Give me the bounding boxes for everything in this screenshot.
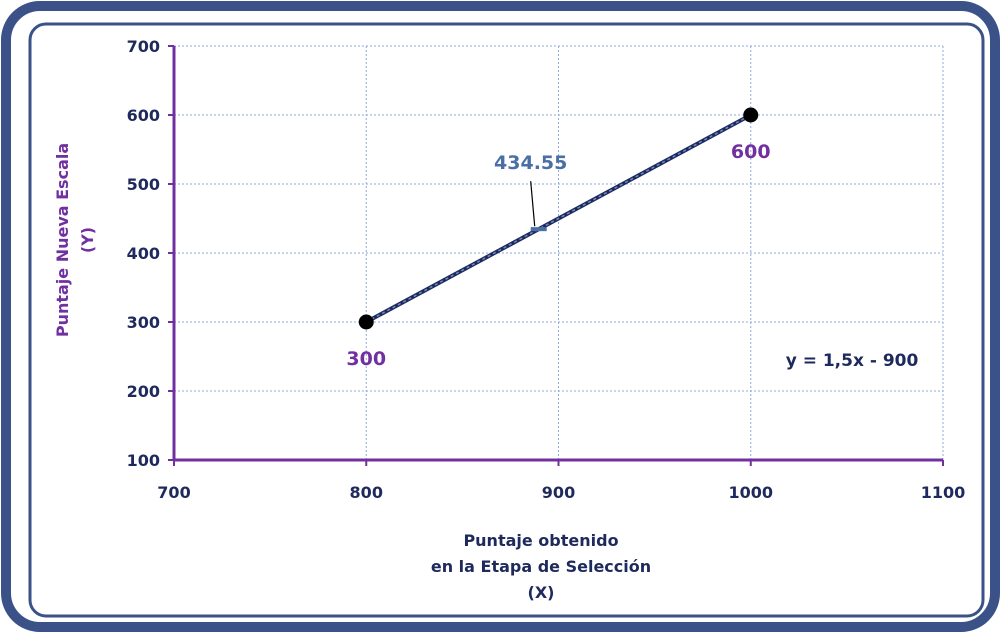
- equation-label: y = 1,5x - 900: [786, 351, 919, 371]
- y-tick-label: 300: [127, 313, 160, 332]
- x-tick-label: 800: [350, 483, 383, 502]
- data-point-label: 300: [346, 348, 386, 370]
- y-axis-title-line-1: Puntaje Nueva Escala: [53, 143, 72, 337]
- y-tick-label: 500: [127, 175, 160, 194]
- x-axis-title-line-1: Puntaje obtenido: [463, 531, 618, 550]
- y-tick-label: 100: [127, 451, 160, 470]
- gridlines: [174, 45, 944, 460]
- y-tick-label: 200: [127, 382, 160, 401]
- x-tick-label: 1100: [921, 483, 966, 502]
- y-axis-title: Puntaje Nueva Escala (Y): [53, 143, 97, 337]
- x-tick-label: 700: [157, 483, 190, 502]
- inner-frame: [28, 22, 985, 618]
- x-tick-label: 1000: [728, 483, 773, 502]
- data-point: [743, 107, 759, 123]
- data-point: [358, 314, 374, 330]
- x-tick-label: 900: [542, 483, 575, 502]
- y-tick-label: 400: [127, 244, 160, 263]
- series-line-dotted: [365, 114, 752, 323]
- x-axis-title-line-3: (X): [528, 583, 555, 602]
- y-tick-label: 700: [127, 37, 160, 56]
- data-series: 300 600 434.55: [346, 107, 771, 370]
- y-axis-title-line-2: (Y): [78, 227, 97, 253]
- annotation-leader-line: [530, 181, 536, 227]
- data-point-label: 600: [731, 141, 771, 163]
- annotation-label: 434.55: [494, 152, 567, 174]
- tick-labels: 700 800 900 1000 1100 100 200 300 400 500 600 700: [127, 37, 966, 502]
- y-tick-label: 600: [127, 106, 160, 125]
- x-axis-title: Puntaje obtenido en la Etapa de Selecció…: [431, 531, 651, 602]
- annotation-marker: [530, 227, 547, 232]
- x-axis-title-line-2: en la Etapa de Selección: [431, 557, 651, 576]
- axes: [168, 45, 944, 466]
